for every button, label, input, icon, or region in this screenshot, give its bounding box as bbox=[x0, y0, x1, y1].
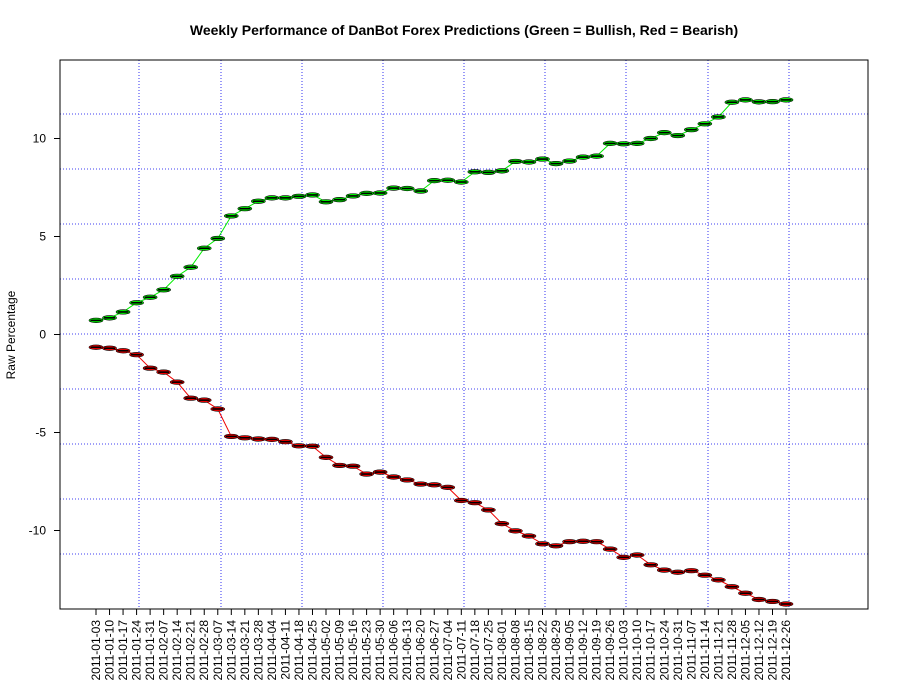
y-tick-label: -5 bbox=[35, 426, 46, 440]
x-tick-label: 2011-04-25 bbox=[305, 620, 319, 681]
x-tick-label: 2011-11-14 bbox=[698, 620, 712, 680]
x-tick-label: 2011-08-08 bbox=[508, 620, 522, 681]
x-tick-label: 2011-02-28 bbox=[197, 620, 211, 681]
x-tick-label: 2011-03-07 bbox=[211, 620, 225, 681]
x-tick-label: 2011-09-05 bbox=[563, 620, 577, 681]
x-tick-label: 2011-07-25 bbox=[481, 620, 495, 681]
x-tick-label: 2011-01-24 bbox=[130, 620, 144, 681]
x-tick-label: 2011-05-30 bbox=[373, 620, 387, 681]
y-tick-label: 5 bbox=[39, 230, 46, 244]
x-tick-label: 2011-11-07 bbox=[684, 620, 698, 680]
chart-title: Weekly Performance of DanBot Forex Predi… bbox=[190, 22, 738, 38]
x-tick-label: 2011-01-17 bbox=[116, 620, 130, 681]
x-tick-label: 2011-06-20 bbox=[414, 620, 428, 681]
x-tick-label: 2011-08-29 bbox=[549, 620, 563, 681]
x-tick-label: 2011-01-03 bbox=[89, 620, 103, 681]
x-tick-label: 2011-07-11 bbox=[454, 620, 468, 680]
x-tick-label: 2011-01-10 bbox=[103, 620, 117, 681]
x-tick-label: 2011-05-16 bbox=[346, 620, 360, 681]
x-tick-label: 2011-09-19 bbox=[590, 620, 604, 681]
x-tick-label: 2011-04-11 bbox=[278, 620, 292, 680]
x-tick-label: 2011-08-22 bbox=[535, 620, 549, 681]
y-axis-label: Raw Percentage bbox=[4, 290, 18, 379]
x-tick-label: 2011-02-14 bbox=[170, 620, 184, 681]
x-tick-label: 2011-04-04 bbox=[265, 620, 279, 681]
x-tick-label: 2011-11-28 bbox=[725, 620, 739, 680]
x-tick-label: 2011-02-21 bbox=[184, 620, 198, 681]
x-tick-label: 2011-02-07 bbox=[157, 620, 171, 681]
y-tick-label: 10 bbox=[33, 132, 47, 146]
x-tick-label: 2011-09-26 bbox=[603, 620, 617, 681]
x-tick-label: 2011-05-23 bbox=[360, 620, 374, 681]
x-tick-label: 2011-07-18 bbox=[468, 620, 482, 681]
plot-frame bbox=[59, 59, 869, 610]
x-tick-label: 2011-08-01 bbox=[495, 620, 509, 681]
x-tick-label: 2011-08-15 bbox=[522, 620, 536, 681]
x-tick-label: 2011-12-05 bbox=[738, 620, 752, 681]
x-tick-label: 2011-10-31 bbox=[671, 620, 685, 681]
x-tick-label: 2011-12-19 bbox=[766, 620, 780, 681]
x-tick-label: 2011-12-12 bbox=[752, 620, 766, 681]
x-tick-label: 2011-05-09 bbox=[333, 620, 347, 681]
x-tick-label: 2011-10-17 bbox=[644, 620, 658, 681]
x-tick-label: 2011-03-14 bbox=[224, 620, 238, 681]
x-tick-label: 2011-06-27 bbox=[427, 620, 441, 681]
x-tick-label: 2011-10-24 bbox=[657, 620, 671, 681]
series-layer bbox=[88, 97, 794, 607]
x-tick-label: 2011-03-21 bbox=[238, 620, 252, 681]
x-tick-label: 2011-06-13 bbox=[400, 620, 414, 681]
x-tick-label: 2011-04-18 bbox=[292, 620, 306, 681]
x-tick-label: 2011-12-26 bbox=[779, 620, 793, 681]
x-tick-label: 2011-11-21 bbox=[711, 620, 725, 680]
x-tick-label: 2011-01-31 bbox=[143, 620, 157, 681]
y-tick-label: -10 bbox=[29, 524, 47, 538]
x-tick-label: 2011-09-12 bbox=[576, 620, 590, 681]
x-tick-label: 2011-10-03 bbox=[617, 620, 631, 681]
y-tick-label: 0 bbox=[39, 328, 46, 342]
x-tick-label: 2011-05-02 bbox=[319, 620, 333, 681]
x-tick-label: 2011-07-04 bbox=[441, 620, 455, 681]
x-tick-label: 2011-06-06 bbox=[387, 620, 401, 681]
x-tick-label: 2011-03-28 bbox=[251, 620, 265, 681]
x-tick-label: 2011-10-10 bbox=[630, 620, 644, 681]
